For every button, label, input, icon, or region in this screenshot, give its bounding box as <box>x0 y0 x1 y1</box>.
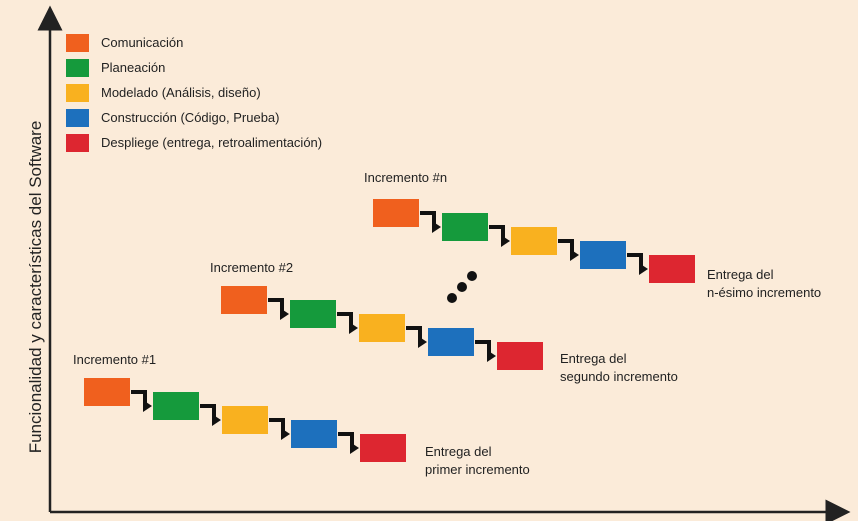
flow-arrowhead <box>349 322 358 334</box>
flow-arrowhead <box>501 235 510 247</box>
flow-arrow <box>627 253 643 269</box>
delivery-line: n-ésimo incremento <box>707 285 822 300</box>
increment-n-delivery-label: Entrega del n-ésimo incremento <box>707 266 821 302</box>
legend: Comunicación Planeación Modelado (Anális… <box>66 30 322 155</box>
delivery-line: Entrega del <box>707 267 774 282</box>
legend-swatch <box>66 133 89 152</box>
flow-arrow <box>558 239 574 255</box>
increment-1-stage-construccion <box>291 420 337 448</box>
flow-arrowhead <box>212 414 221 426</box>
flow-arrow <box>475 340 491 356</box>
legend-item-despliegue: Despliege (entrega, retroalimentación) <box>66 130 322 155</box>
delivery-line: segundo incremento <box>560 369 678 384</box>
increment-2-stage-despliegue <box>497 342 543 370</box>
flow-arrowhead <box>570 249 579 261</box>
increment-1-title: Incremento #1 <box>73 352 157 367</box>
flow-arrowhead <box>639 263 648 275</box>
flow-arrow <box>420 211 436 227</box>
flow-arrowhead <box>487 350 496 362</box>
flow-arrowhead <box>281 428 290 440</box>
increment-3-stage-planeacion <box>442 213 488 241</box>
legend-item-construccion: Construcción (Código, Prueba) <box>66 105 322 130</box>
legend-label: Modelado (Análisis, diseño) <box>101 85 261 100</box>
increment-stages <box>84 199 695 462</box>
legend-swatch <box>66 33 89 52</box>
increment-3-stage-comunicacion <box>373 199 419 227</box>
delivery-line: Entrega del <box>425 444 492 459</box>
flow-arrow <box>337 312 353 328</box>
delivery-line: Entrega del <box>560 351 627 366</box>
legend-swatch <box>66 108 89 127</box>
increment-1-stage-comunicacion <box>84 378 130 406</box>
flow-arrow <box>200 404 216 420</box>
flow-arrow <box>131 390 147 406</box>
y-axis-label: Funcionalidad y características del Soft… <box>26 120 45 454</box>
increment-2-delivery-label: Entrega del segundo incremento <box>560 350 678 386</box>
increment-1-stage-despliegue <box>360 434 406 462</box>
legend-label: Planeación <box>101 60 166 75</box>
legend-label: Comunicación <box>101 35 184 50</box>
increment-3-stage-despliegue <box>649 255 695 283</box>
flow-arrowhead <box>280 308 289 320</box>
legend-label: Despliege (entrega, retroalimentación) <box>101 135 323 150</box>
increment-n-title: Incremento #n <box>364 170 448 185</box>
flow-arrowhead <box>143 400 152 412</box>
legend-item-planeacion: Planeación <box>66 55 322 80</box>
legend-swatch <box>66 58 89 77</box>
increment-2-stage-comunicacion <box>221 286 267 314</box>
flow-arrowhead <box>350 442 359 454</box>
flow-arrow <box>269 418 285 434</box>
flow-arrow <box>489 225 505 241</box>
flow-arrow <box>406 326 422 342</box>
flow-arrow <box>268 298 284 314</box>
increment-3-stage-construccion <box>580 241 626 269</box>
flow-arrowhead <box>432 221 441 233</box>
legend-swatch <box>66 83 89 102</box>
flow-arrow <box>338 432 354 448</box>
increment-1-stage-planeacion <box>153 392 199 420</box>
legend-label: Construcción (Código, Prueba) <box>101 110 280 125</box>
increment-3-stage-modelado <box>511 227 557 255</box>
increment-1-delivery-label: Entrega del primer incremento <box>425 443 530 479</box>
increment-2-stage-construccion <box>428 328 474 356</box>
increment-2-title: Incremento #2 <box>210 260 294 275</box>
legend-item-modelado: Modelado (Análisis, diseño) <box>66 80 322 105</box>
increment-2-stage-planeacion <box>290 300 336 328</box>
delivery-line: primer incremento <box>425 462 530 477</box>
increment-1-stage-modelado <box>222 406 268 434</box>
legend-item-comunicacion: Comunicación <box>66 30 322 55</box>
flow-arrowhead <box>418 336 427 348</box>
ellipsis-dots <box>447 271 477 303</box>
increment-2-stage-modelado <box>359 314 405 342</box>
